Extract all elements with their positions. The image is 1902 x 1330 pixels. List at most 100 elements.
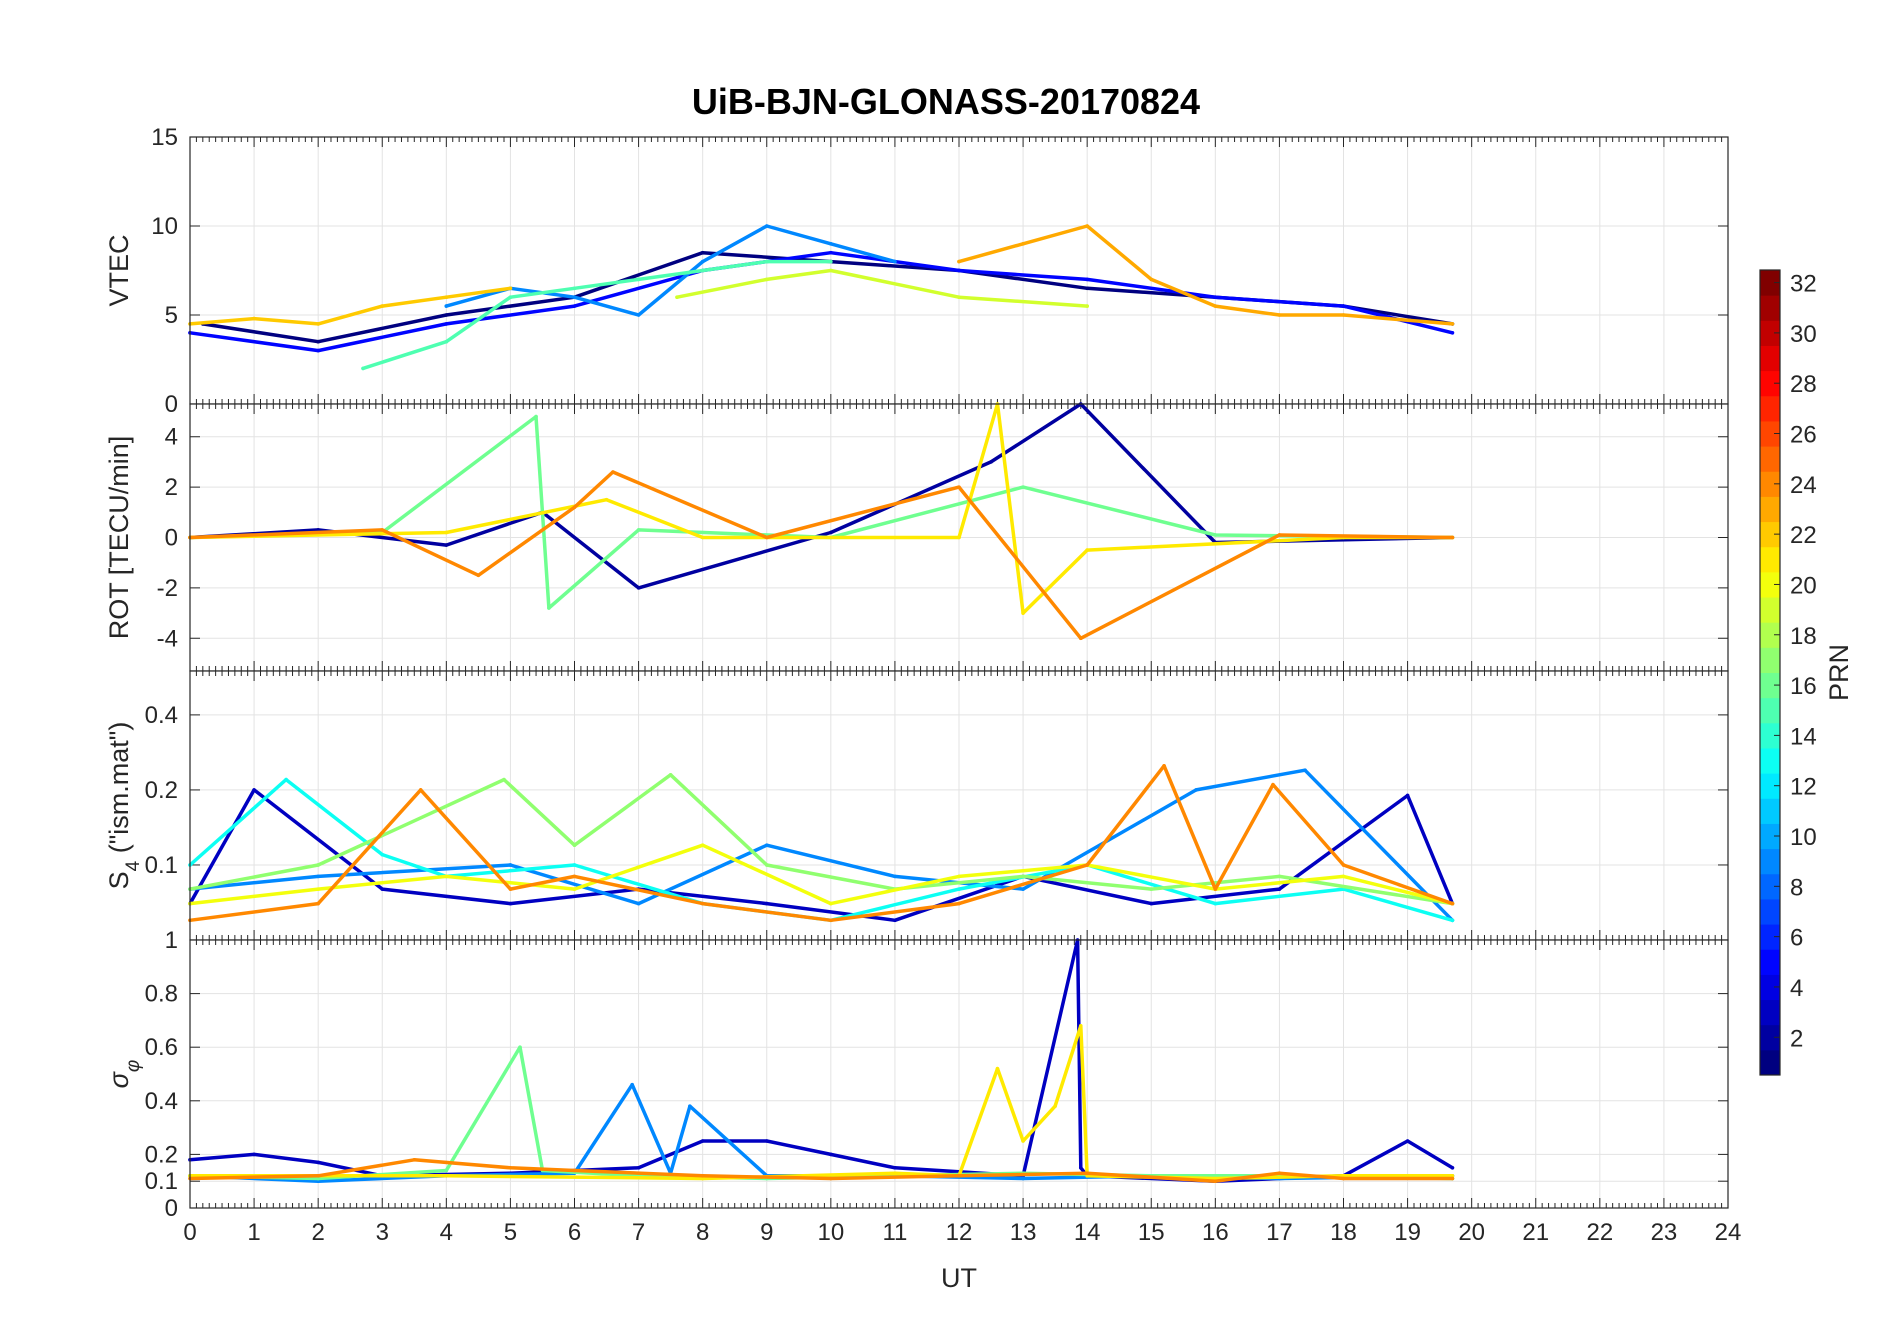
x-tick-label: 24 — [1715, 1219, 1742, 1246]
panel-VTEC: 0 5 10 15 VTEC — [104, 124, 1729, 418]
data-point — [1085, 548, 1089, 552]
data-point — [1405, 793, 1410, 798]
data-point — [957, 901, 961, 906]
data-point — [444, 1174, 449, 1178]
series-group — [188, 224, 1455, 371]
x-tick-label: 19 — [1394, 1219, 1421, 1246]
data-point — [957, 874, 961, 879]
y-tick-label: 15 — [151, 124, 178, 151]
data-point — [444, 530, 449, 535]
data-point — [1213, 304, 1218, 308]
data-point — [1277, 874, 1282, 879]
data-point — [1303, 768, 1307, 772]
data-point — [636, 277, 641, 282]
data-point — [572, 295, 577, 300]
colorbar-tick-label: 24 — [1790, 472, 1817, 499]
y-tick-label: 1 — [165, 927, 178, 954]
data-point — [1194, 788, 1198, 792]
data-point — [1450, 535, 1455, 540]
colorbar-swatch — [1760, 370, 1780, 397]
x-tick-label: 6 — [568, 1219, 581, 1246]
x-tick-label: 14 — [1074, 1219, 1101, 1246]
data-point — [316, 1160, 320, 1165]
data-point — [893, 918, 897, 923]
data-point — [1213, 887, 1218, 891]
data-point — [444, 543, 449, 547]
colorbar-swatch — [1760, 345, 1780, 372]
data-point — [1450, 918, 1455, 923]
colorbar-tick-label: 30 — [1790, 321, 1817, 348]
data-point — [1450, 1166, 1455, 1170]
y-tick-label: -4 — [157, 625, 178, 652]
data-point — [316, 1176, 320, 1181]
colorbar-swatch — [1760, 672, 1780, 699]
data-point — [444, 304, 449, 308]
data-point — [1149, 887, 1154, 891]
y-axis-label: ROT [TECU/min] — [104, 436, 134, 640]
data-point — [1341, 1176, 1346, 1181]
data-point — [611, 470, 615, 474]
data-point — [829, 918, 833, 923]
data-point — [1021, 1139, 1025, 1143]
data-point — [995, 1066, 1000, 1071]
colorbar-swatch — [1760, 798, 1780, 824]
panel-S4: 0.1 0.2 0.4S4 ("ism.mat") — [104, 670, 1729, 941]
plot-frame — [189, 939, 1729, 1209]
data-point — [316, 887, 320, 891]
x-tick-label: 20 — [1458, 1219, 1485, 1246]
series-line-prn-22 — [188, 286, 513, 326]
data-point — [1450, 331, 1455, 335]
chart-title: UiB-BJN-GLONASS-20170824 — [692, 81, 1200, 122]
y-tick-label: 0.4 — [145, 702, 178, 729]
colorbar-tick-label: 22 — [1790, 522, 1817, 549]
data-point — [636, 313, 641, 317]
y-tick-label: 0.1 — [145, 1168, 178, 1195]
colorbar-tick-label: 28 — [1790, 371, 1817, 398]
data-point — [1341, 313, 1346, 317]
data-point — [1021, 874, 1025, 879]
x-tick-label: 0 — [183, 1219, 196, 1246]
data-point — [252, 1152, 256, 1157]
data-point — [1021, 485, 1025, 489]
ticks — [189, 939, 1729, 1209]
data-point — [893, 259, 897, 264]
data-point — [1277, 533, 1282, 537]
data-point — [700, 1174, 705, 1178]
data-point — [1078, 1166, 1083, 1170]
data-point — [316, 348, 320, 353]
y-tick-label: 5 — [165, 302, 178, 329]
data-point — [316, 1174, 320, 1178]
data-point — [957, 268, 961, 273]
data-point — [1085, 1171, 1089, 1175]
data-point — [508, 901, 513, 906]
x-tick-label: 2 — [311, 1219, 324, 1246]
data-point — [1149, 277, 1154, 282]
x-tick-label: 18 — [1330, 1219, 1357, 1246]
x-tick-label: 4 — [440, 1219, 453, 1246]
y-tick-label: 0.1 — [145, 852, 178, 879]
data-point — [893, 1166, 897, 1170]
colorbar-swatch — [1760, 747, 1780, 774]
y-tick-label: 0.4 — [145, 1088, 178, 1115]
y-tick-label: 2 — [165, 474, 178, 501]
data-point — [1021, 242, 1025, 246]
data-point — [675, 295, 679, 300]
data-point — [957, 259, 961, 264]
data-point — [444, 322, 449, 326]
y-tick-label: 0 — [165, 1195, 178, 1222]
colorbar-tick-label: 14 — [1790, 723, 1817, 750]
data-point — [636, 1166, 641, 1170]
data-point — [572, 863, 577, 867]
data-point — [893, 1171, 897, 1175]
x-tick-label: 15 — [1138, 1219, 1165, 1246]
colorbar-tick-label: 20 — [1790, 572, 1817, 599]
data-point — [284, 777, 288, 782]
data-point — [829, 1152, 833, 1157]
data-point — [572, 1168, 577, 1173]
data-point — [380, 528, 385, 532]
x-tick-label: 3 — [376, 1219, 389, 1246]
y-tick-label: 0.6 — [145, 1034, 178, 1061]
x-tick-label: 22 — [1586, 1219, 1613, 1246]
data-point — [316, 863, 320, 867]
